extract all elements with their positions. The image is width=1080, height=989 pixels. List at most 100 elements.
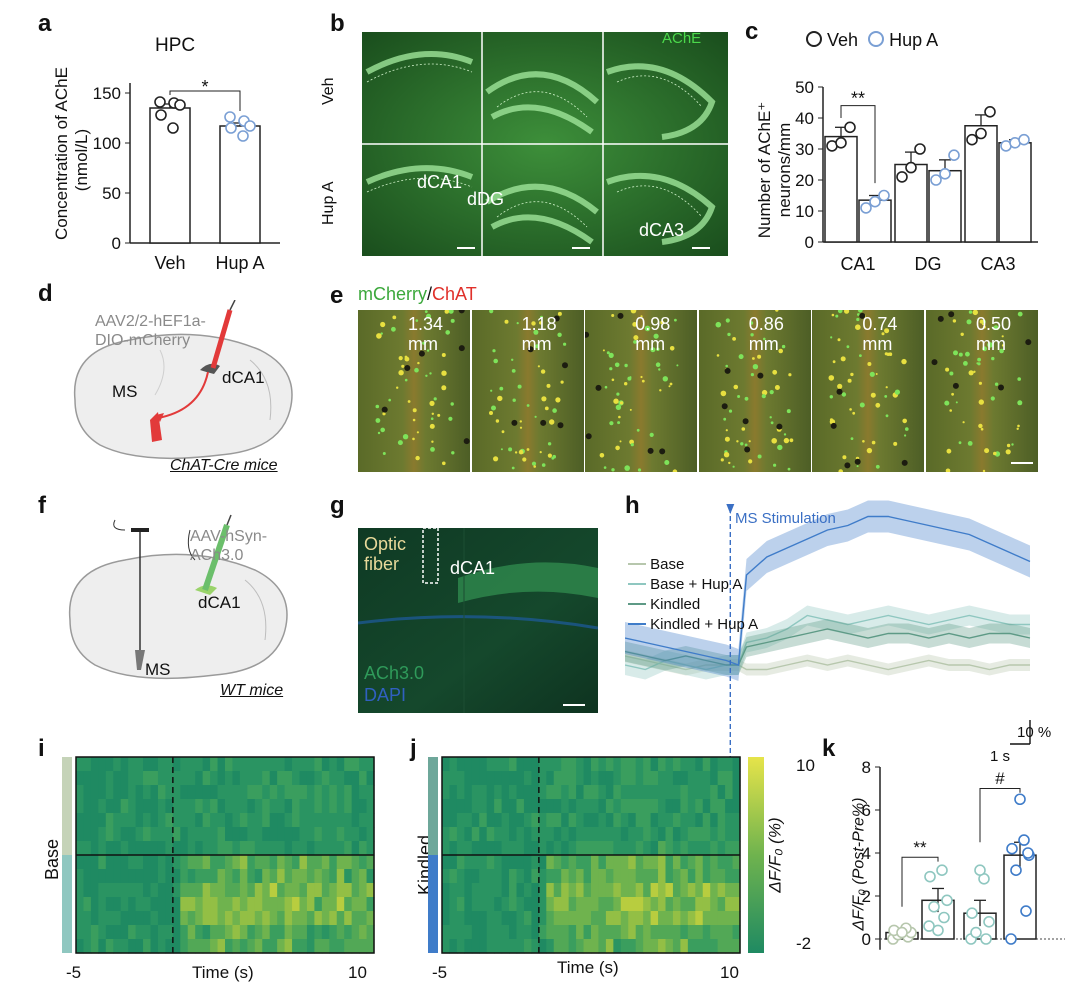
- hm-cell: [628, 799, 637, 814]
- brain-outline: [73, 333, 293, 460]
- hm-cell: [717, 841, 726, 856]
- hm-cell: [113, 897, 122, 912]
- hm-cell: [680, 897, 689, 912]
- hm-cell: [561, 799, 570, 814]
- hm-cell: [687, 757, 696, 772]
- hm-cell: [239, 771, 248, 786]
- hm-cell: [76, 883, 85, 898]
- e-cell: [789, 438, 794, 443]
- hm-cell: [113, 855, 122, 870]
- hm-cell: [725, 841, 734, 856]
- e-cell: [501, 430, 504, 434]
- hm-cell: [113, 785, 122, 800]
- e-cell: [838, 310, 843, 314]
- hm-cell: [232, 897, 241, 912]
- hm-cell: [449, 855, 458, 870]
- hm-cell: [501, 757, 510, 772]
- hm-cell: [90, 939, 99, 954]
- hm-cell: [605, 883, 614, 898]
- hm-cell: [613, 897, 622, 912]
- hm-cell: [314, 897, 323, 912]
- panel-j-xtick-start: -5: [432, 963, 448, 982]
- hm-cell: [98, 799, 107, 814]
- hm-cell: [494, 925, 503, 940]
- k-sig-label-2: #: [995, 769, 1005, 788]
- e-cell: [978, 381, 982, 385]
- hm-cell: [225, 841, 234, 856]
- e-cell: [858, 310, 864, 313]
- hm-cell: [120, 925, 129, 940]
- hm-cell: [725, 827, 734, 842]
- hm-cell: [509, 883, 518, 898]
- hm-cell: [277, 883, 286, 898]
- hm-cell: [180, 799, 189, 814]
- hm-cell: [672, 771, 681, 786]
- hm-cell: [650, 827, 659, 842]
- hm-cell: [344, 925, 353, 940]
- hm-cell: [299, 841, 308, 856]
- hm-cell: [494, 813, 503, 828]
- a-xtick-label: Hup A: [215, 253, 264, 273]
- hm-cell: [523, 869, 532, 884]
- panel-e-depth-value: 1.18: [521, 314, 557, 334]
- hm-cell: [83, 757, 92, 772]
- e-cell: [725, 364, 728, 368]
- e-cell: [990, 396, 995, 401]
- hm-cell: [672, 855, 681, 870]
- panel-f-virus: AAV-hSyn- ACh3.0: [190, 527, 267, 565]
- hm-cell: [710, 813, 719, 828]
- e-cell: [426, 313, 431, 319]
- hm-cell: [695, 771, 704, 786]
- hm-cell: [284, 883, 293, 898]
- hm-cell: [546, 799, 555, 814]
- hm-cell: [710, 897, 719, 912]
- e-cell: [540, 369, 545, 374]
- e-cell: [905, 427, 909, 431]
- hm-cell: [546, 883, 555, 898]
- e-cell: [835, 314, 839, 318]
- hm-cell: [225, 827, 234, 842]
- hm-cell: [605, 799, 614, 814]
- hm-cell: [262, 939, 271, 954]
- hm-cell: [628, 757, 637, 772]
- hm-cell: [329, 869, 338, 884]
- hm-cell: [486, 925, 495, 940]
- panel-e-section-2: 1.18 mm: [471, 310, 584, 472]
- e-cell: [724, 436, 730, 442]
- hm-cell: [583, 911, 592, 926]
- hm-cell: [658, 883, 667, 898]
- hm-cell: [538, 785, 547, 800]
- k-point: [1005, 933, 1017, 945]
- e-cell: [526, 404, 530, 407]
- hm-cell: [658, 841, 667, 856]
- hm-cell: [717, 855, 726, 870]
- hm-cell: [732, 813, 741, 828]
- hm-cell: [180, 771, 189, 786]
- hm-cell: [329, 925, 338, 940]
- hm-cell: [598, 883, 607, 898]
- k-point: [1020, 905, 1032, 917]
- hm-cell: [613, 785, 622, 800]
- hm-cell: [359, 813, 368, 828]
- hm-cell: [598, 925, 607, 940]
- hm-cell: [509, 869, 518, 884]
- panel-e-depth-value: 1.34: [408, 314, 444, 334]
- hm-cell: [351, 841, 360, 856]
- hm-cell: [254, 939, 263, 954]
- hm-cell: [658, 827, 667, 842]
- hm-cell: [225, 785, 234, 800]
- hm-cell: [635, 869, 644, 884]
- hm-cell: [702, 771, 711, 786]
- hm-cell: [725, 757, 734, 772]
- panel-a-label: a: [38, 10, 52, 37]
- panel-i-xtick-start: -5: [66, 963, 82, 982]
- panel-e-depth-value: 0.86: [748, 314, 784, 334]
- hm-cell: [120, 897, 129, 912]
- hm-cell: [135, 827, 144, 842]
- hm-cell: [449, 897, 458, 912]
- e-cell: [541, 463, 546, 467]
- hm-cell: [299, 757, 308, 772]
- panel-h-legend: Base Base + Hup A Kindled Kindled + Hup …: [628, 555, 758, 635]
- k-point: [1018, 834, 1030, 846]
- hm-cell: [509, 813, 518, 828]
